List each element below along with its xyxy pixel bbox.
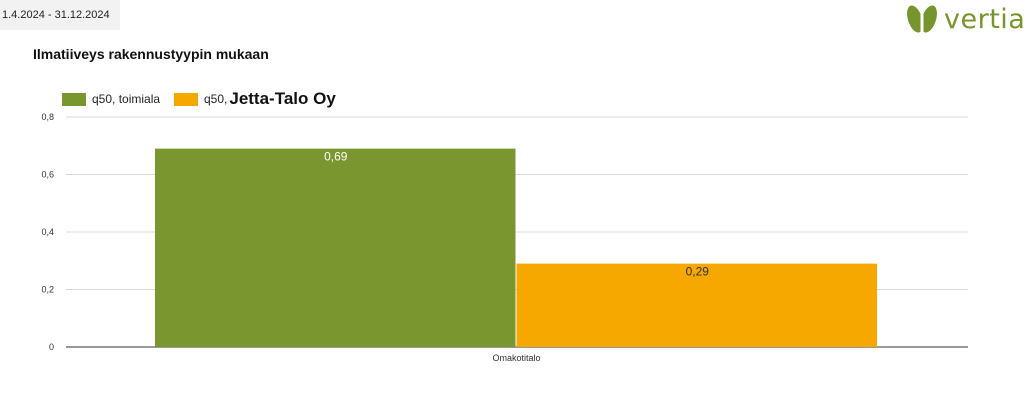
y-tick-label: 0,4 [41, 227, 54, 237]
y-tick-label: 0,8 [41, 112, 54, 122]
data-label: 0,69 [324, 150, 348, 164]
legend-swatch-toimiala [62, 92, 86, 106]
legend-item-toimiala: q50, toimiala [62, 88, 160, 110]
chart-title: Ilmatiiveys rakennustyypin mukaan [33, 46, 269, 62]
date-range: 1.4.2024 - 31.12.2024 [0, 0, 120, 30]
leaf-icon [907, 5, 937, 35]
legend-label-company: Jetta-Talo Oy [229, 89, 336, 108]
logo-text: vertia [944, 3, 1026, 35]
y-tick-label: 0,6 [41, 170, 54, 180]
y-tick-label: 0 [49, 342, 54, 352]
legend-label-toimiala: q50, toimiala [92, 92, 161, 106]
bar-series-1 [155, 148, 516, 347]
legend-swatch-company [174, 92, 198, 106]
legend-item-company: q50, Jetta-Talo Oy [174, 88, 336, 110]
y-tick-label: 0,2 [41, 285, 54, 295]
data-label: 0,29 [686, 265, 710, 279]
vertia-logo: vertia [904, 0, 1028, 38]
bar-series-2 [516, 263, 877, 347]
x-tick-label: Omakotitalo [492, 353, 540, 363]
legend-label-prefix: q50, [204, 92, 228, 106]
